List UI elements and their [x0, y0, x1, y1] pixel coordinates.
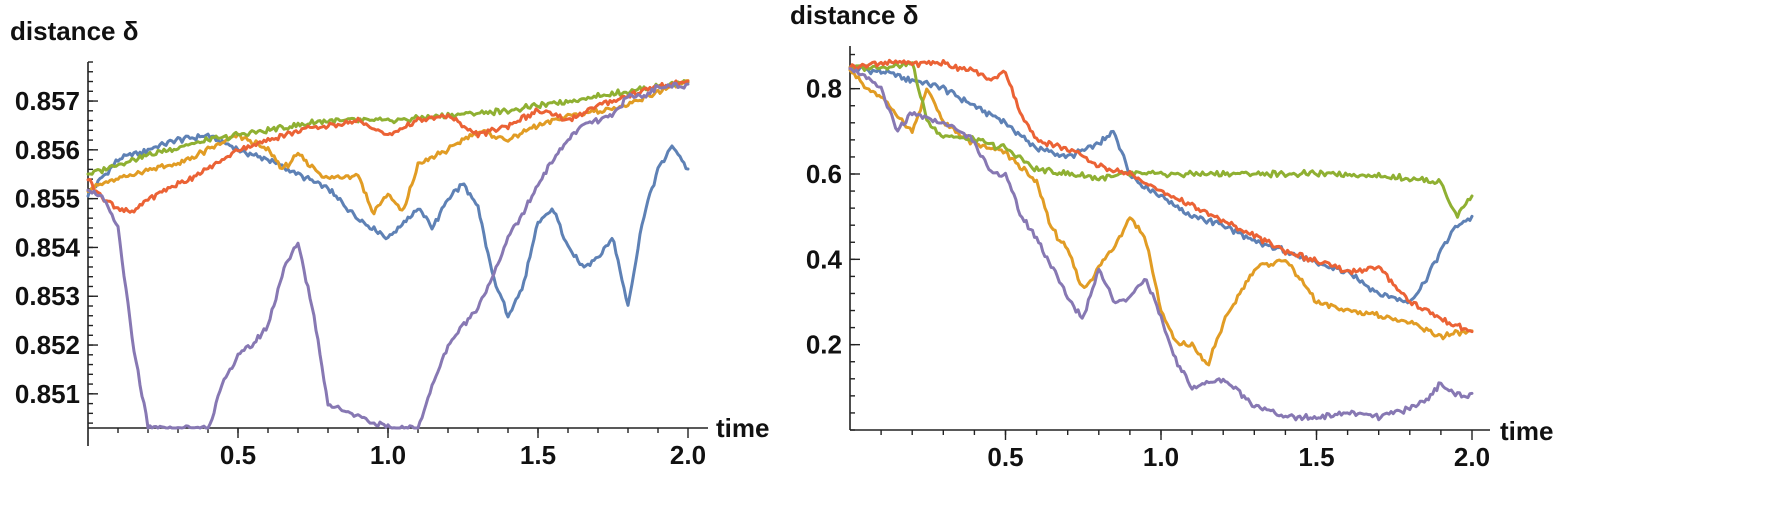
left-y-tick-label: 0.857	[15, 86, 80, 116]
right-x-tick-label: 1.5	[1298, 442, 1334, 472]
right-series-line-5	[848, 67, 1474, 422]
left-y-axis-title: distance δ	[10, 16, 138, 46]
right-y-tick-label: 0.4	[806, 244, 843, 274]
right-y-tick-label: 0.8	[806, 74, 842, 104]
left-y-tick-label: 0.854	[15, 232, 81, 262]
chart-right: distance δ time 0.5 1.0 1.5 2.0 0.2 0.4 0.6 0.8	[790, 0, 1553, 472]
left-y-tick-label: 0.853	[15, 281, 80, 311]
left-x-axis-title: time	[716, 413, 769, 443]
left-x-tick-label: 1.5	[520, 440, 556, 470]
left-series-line-3	[86, 79, 690, 176]
right-x-tick-label: 1.0	[1143, 442, 1179, 472]
left-series-line-2	[86, 79, 690, 216]
left-y-tick-label: 0.856	[15, 135, 80, 165]
left-series-line-4	[86, 79, 690, 214]
right-series-line-3	[848, 60, 1474, 219]
right-y-tick-label: 0.6	[806, 159, 842, 189]
right-x-tick-label: 2.0	[1454, 442, 1490, 472]
right-y-axis-title: distance δ	[790, 0, 918, 30]
right-x-axis-title: time	[1500, 416, 1553, 446]
left-series-line-5	[86, 81, 690, 430]
right-series-line-1	[848, 64, 1474, 305]
left-y-tick-label: 0.855	[15, 184, 80, 214]
right-series-line-4	[848, 58, 1474, 334]
left-series	[86, 79, 690, 430]
left-ticks: 0.5 1.0 1.5 2.0 0.851 0.852 0.853 0.854 0.855 0.8…	[15, 61, 706, 470]
left-x-tick-label: 0.5	[220, 440, 256, 470]
left-y-tick-label: 0.852	[15, 330, 80, 360]
right-series	[848, 58, 1474, 422]
chart-left: distance δ time 0.5 1.0 1.5 2.00.8510.8520.…	[10, 16, 769, 470]
right-x-tick-label: 0.5	[987, 442, 1023, 472]
left-series-line-1	[86, 132, 690, 319]
left-x-tick-label: 1.0	[370, 440, 406, 470]
right-y-tick-label: 0.2	[806, 330, 842, 360]
right-ticks: 0.5 1.0 1.5 2.0 0.2 0.4 0.6 0.8	[806, 53, 1490, 472]
left-x-tick-label: 2.0	[670, 440, 706, 470]
left-y-tick-label: 0.851	[15, 379, 80, 409]
